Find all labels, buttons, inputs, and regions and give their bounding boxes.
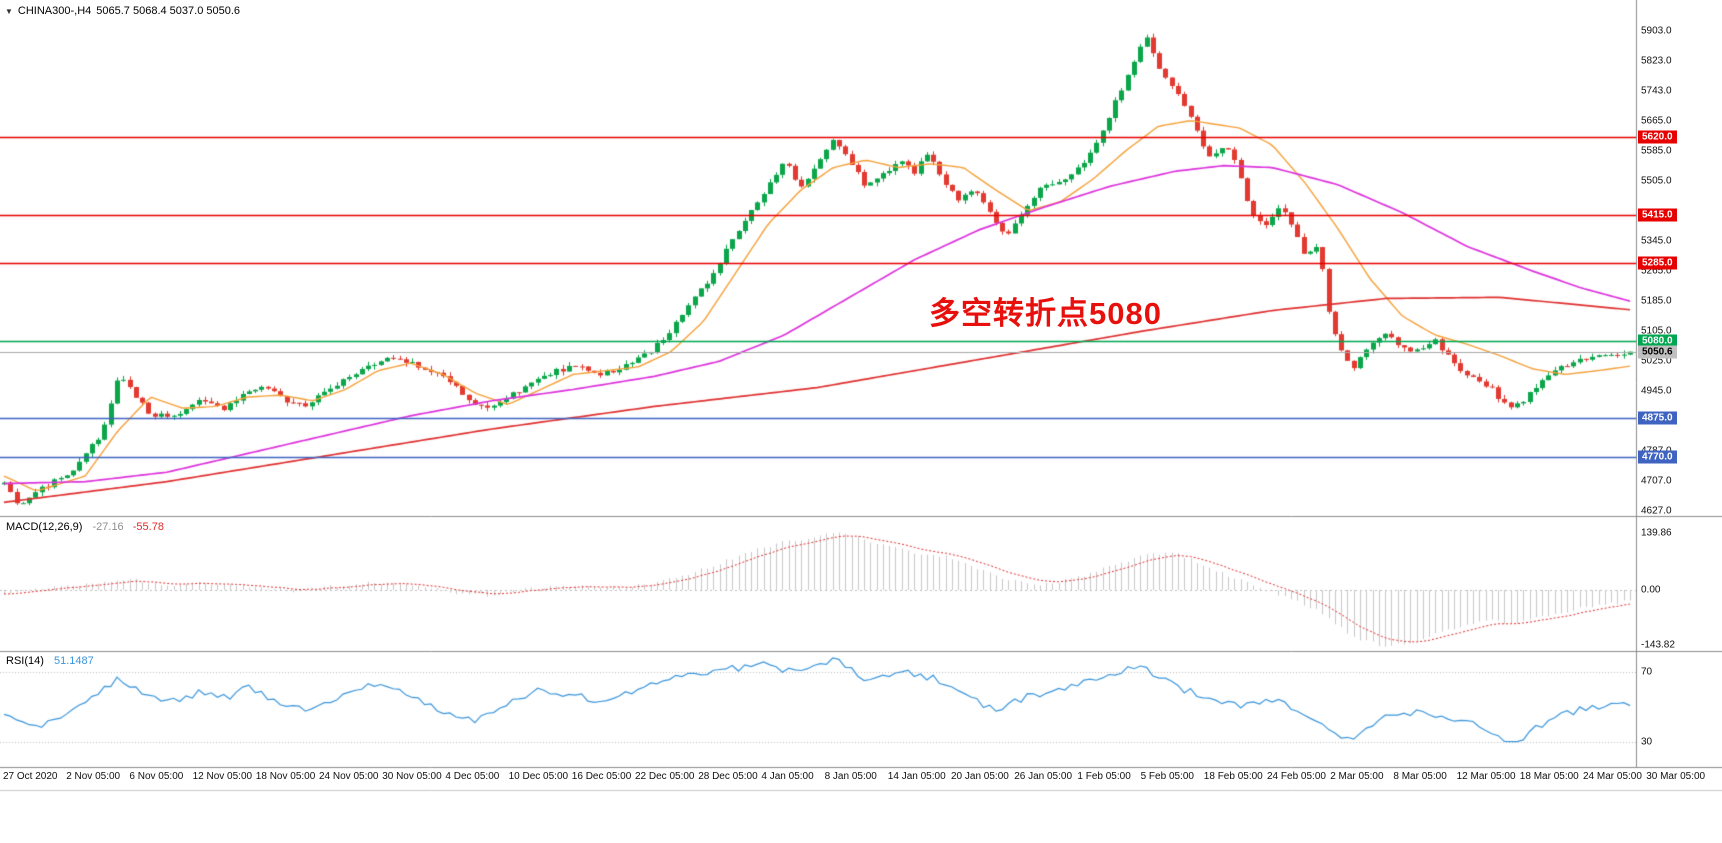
rsi-name: RSI(14) <box>6 655 44 667</box>
time-axis-label: 30 Mar 05:00 <box>1646 771 1706 782</box>
time-axis-label: 22 Dec 05:00 <box>635 771 695 782</box>
rsi-tick-label: 70 <box>1641 666 1653 678</box>
time-axis-label: 18 Feb 05:00 <box>1203 771 1263 782</box>
time-axis-label: 4 Jan 05:00 <box>761 771 814 782</box>
time-axis-label: 24 Feb 05:00 <box>1267 771 1326 782</box>
macd-indicator-label: MACD(12,26,9) -27.16 -55.78 <box>6 521 164 533</box>
time-axis-label: 8 Jan 05:00 <box>824 771 877 782</box>
price-tick-label: 5185.0 <box>1641 295 1672 307</box>
time-axis-label: 24 Nov 05:00 <box>319 771 379 782</box>
price-tick-label: 4945.0 <box>1641 385 1672 397</box>
rsi-tick-label: 30 <box>1641 736 1653 748</box>
price-tick-label: 5105.0 <box>1641 325 1672 337</box>
symbol-name: CHINA300-,H4 <box>17 5 92 17</box>
time-axis-label: 16 Dec 05:00 <box>571 771 632 782</box>
time-axis-label: 12 Mar 05:00 <box>1456 771 1516 782</box>
time-axis-label: 28 Dec 05:00 <box>698 771 758 782</box>
time-axis-label: 24 Mar 05:00 <box>1583 771 1642 782</box>
price-tick-label: 5025.0 <box>1641 355 1672 367</box>
time-axis-label: 30 Nov 05:00 <box>382 771 442 782</box>
price-tick-label: 5665.0 <box>1641 115 1672 127</box>
time-axis-label: 26 Jan 05:00 <box>1014 771 1073 782</box>
time-axis-label: 12 Nov 05:00 <box>192 771 253 782</box>
price-tick-label: 5743.0 <box>1641 85 1672 97</box>
rsi-indicator-label: RSI(14) 51.1487 <box>6 655 94 667</box>
time-axis-label: 10 Dec 05:00 <box>508 771 569 782</box>
time-axis-label: 8 Mar 05:00 <box>1393 771 1447 782</box>
current-price-badge[interactable]: 5050.6 <box>1638 345 1677 359</box>
price-tick-label: 5265.0 <box>1641 265 1672 277</box>
macd-tick-label: -143.82 <box>1641 639 1675 651</box>
time-axis-label: 27 Oct 2020 <box>3 771 58 782</box>
time-axis-label: 2 Mar 05:00 <box>1330 771 1384 782</box>
price-tick-label: 4627.0 <box>1641 505 1672 517</box>
macd-value: -27.16 <box>92 521 124 533</box>
price-tick-label: 5823.0 <box>1641 55 1672 67</box>
level-price-badge[interactable]: 5285.0 <box>1638 256 1677 270</box>
price-tick-label: 5345.0 <box>1641 235 1672 247</box>
time-axis-label: 14 Jan 05:00 <box>887 771 946 782</box>
symbol-ohlc: 5065.7 5068.4 5037.0 5050.6 <box>96 5 241 17</box>
time-axis-label: 18 Mar 05:00 <box>1519 771 1579 782</box>
price-tick-label: 5903.0 <box>1641 25 1672 37</box>
macd-signal-value: -55.78 <box>132 521 164 533</box>
price-tick-label: 4707.0 <box>1641 475 1672 487</box>
level-price-badge[interactable]: 5080.0 <box>1638 334 1677 348</box>
level-price-badge[interactable]: 5620.0 <box>1638 130 1677 144</box>
time-axis-label: 18 Nov 05:00 <box>255 771 316 782</box>
time-axis-label: 2 Nov 05:00 <box>66 771 121 782</box>
macd-tick-label: 139.86 <box>1641 527 1672 539</box>
macd-name: MACD(12,26,9) <box>6 521 83 533</box>
level-price-badge[interactable]: 5415.0 <box>1638 208 1677 222</box>
level-price-badge[interactable]: 4770.0 <box>1638 450 1677 464</box>
time-axis-label: 1 Feb 05:00 <box>1077 771 1131 782</box>
annotation-text: 多空转折点5080 <box>929 296 1162 331</box>
macd-tick-label: 0.00 <box>1641 584 1661 596</box>
level-price-badge[interactable]: 4875.0 <box>1638 411 1677 425</box>
time-axis-label: 6 Nov 05:00 <box>129 771 184 782</box>
price-tick-label: 5585.0 <box>1641 145 1672 157</box>
price-tick-label: 5505.0 <box>1641 175 1672 187</box>
symbol-dropdown-icon[interactable]: ▼ <box>5 6 13 16</box>
rsi-value: 51.1487 <box>53 655 94 667</box>
time-axis-label: 4 Dec 05:00 <box>445 771 500 782</box>
time-axis-label: 20 Jan 05:00 <box>951 771 1009 782</box>
symbol-info: ▼ CHINA300-,H4 5065.7 5068.4 5037.0 5050… <box>5 5 240 17</box>
time-axis-label: 5 Feb 05:00 <box>1140 771 1194 782</box>
